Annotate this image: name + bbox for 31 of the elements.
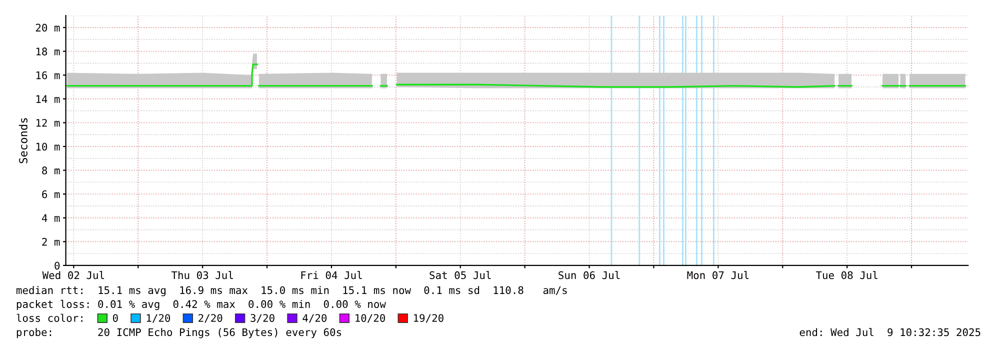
x-tick-label: Fri 04 Jul	[301, 271, 362, 280]
y-tick-label: 16 m	[36, 71, 60, 80]
x-tick-label: Wed 02 Jul	[42, 271, 104, 280]
y-tick-label: 20 m	[36, 24, 60, 32]
text: packet loss: 0.01 % avg 0.42 % max 0.00 % min 0.00 % now	[16, 300, 386, 310]
x-tick-label: Sat 05 Jul	[430, 271, 491, 280]
x-tick-label: Mon 07 Jul	[687, 271, 749, 280]
x-tick-label: Sun 06 Jul	[558, 271, 620, 280]
x-tick-label: Thu 03 Jul	[171, 271, 233, 280]
y-tick-label: 8 m	[42, 166, 60, 174]
y-tick-label: 0	[54, 262, 60, 270]
y-tick-label: 4 m	[42, 214, 60, 222]
legend-label: 2/20	[198, 314, 222, 323]
y-tick-label: 6 m	[42, 190, 60, 198]
legend-label: 4/20	[302, 314, 327, 323]
y-tick-label: 2 m	[42, 238, 60, 246]
y-tick-label: 14 m	[36, 95, 60, 103]
text: probe: 20 ICMP Echo Pings (56 Bytes) every 60s	[16, 328, 342, 338]
legend-label: 10/20	[356, 314, 385, 323]
y-tick-label: 12 m	[36, 118, 60, 127]
legend-label: 3/20	[250, 314, 274, 323]
y-tick-label: 10 m	[36, 142, 60, 151]
y-axis-title: Seconds	[18, 118, 28, 164]
y-tick-label: 18 m	[36, 48, 60, 56]
text: end: Wed Jul 9 10:32:35 2025	[800, 328, 980, 336]
legend-title: loss color:	[16, 314, 82, 322]
legend-label: 19/20	[414, 314, 444, 323]
x-tick-label: Tue 08 Jul	[816, 271, 878, 280]
legend-label: 1/20	[146, 314, 170, 323]
text: median rtt: 15.1 ms avg 16.9 ms max 15.0 ms min 15.1 ms now 0.1 ms sd 110.8 am/s	[16, 286, 567, 296]
legend-label: 0	[112, 314, 118, 322]
